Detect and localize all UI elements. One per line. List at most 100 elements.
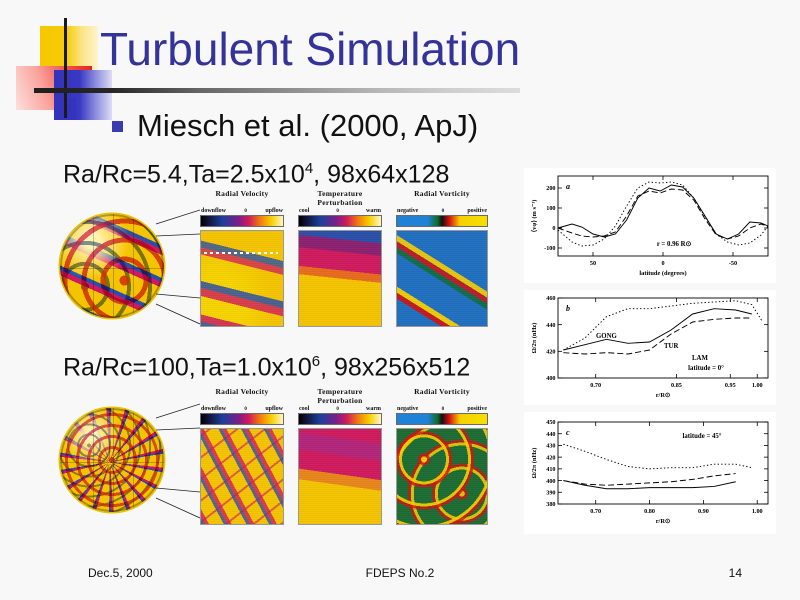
sphere-swirl-case1 bbox=[60, 214, 164, 318]
colorbar-labels: downflow 0 upflow bbox=[200, 406, 284, 412]
colorbar-mid-label: 0 bbox=[441, 209, 445, 214]
figure-row-case1: Radial Velocity downflow 0 upflow Temper… bbox=[58, 189, 490, 340]
case1-caption-tail: , 98x64x128 bbox=[313, 160, 450, 189]
bullet-text: Miesch et al. (2000, ApJ) bbox=[137, 108, 479, 143]
map-image bbox=[298, 428, 382, 525]
svg-text:r/R⊙: r/R⊙ bbox=[656, 518, 671, 525]
map-noise-overlay bbox=[397, 429, 487, 524]
plot-panel-a: 50 0 -50 -100 0 100 200 a latitude (degrees) ⟨vφ⟩… bbox=[524, 168, 776, 283]
connector-lines-case2 bbox=[155, 403, 200, 519]
case1-caption: Ra/Rc=5.4,Ta=2.5x104, 98x64x128 bbox=[63, 160, 449, 189]
map-noise-overlay bbox=[201, 429, 283, 524]
colorbar-high-label: upflow bbox=[265, 406, 283, 412]
svg-text:TUR: TUR bbox=[664, 343, 678, 350]
svg-text:-100: -100 bbox=[544, 245, 555, 252]
svg-text:440: 440 bbox=[546, 431, 555, 438]
case1-caption-exponent: 4 bbox=[304, 160, 314, 177]
colorbar-mid-label: 0 bbox=[336, 407, 339, 412]
svg-text:50: 50 bbox=[590, 260, 596, 267]
colorbar-low-label: negative bbox=[397, 208, 419, 214]
svg-text:420: 420 bbox=[546, 349, 555, 356]
colorbar bbox=[396, 413, 488, 425]
svg-text:1.00: 1.00 bbox=[752, 508, 763, 515]
svg-text:460: 460 bbox=[546, 295, 555, 302]
panel-title-line1: Temperature bbox=[317, 387, 363, 396]
colorbar-low-label: cool bbox=[299, 208, 310, 214]
svg-text:latitude (degrees): latitude (degrees) bbox=[639, 270, 686, 277]
panel-radial-vorticity-case1: Radial Vorticity negative 0 positive bbox=[396, 189, 488, 327]
svg-text:b: b bbox=[566, 304, 570, 313]
svg-text:LAM: LAM bbox=[692, 355, 708, 362]
case2-caption: Ra/Rc=100,Ta=1.0x106, 98x256x512 bbox=[63, 353, 470, 382]
panel-title: Temperature Perturbation bbox=[298, 189, 382, 208]
svg-text:0.95: 0.95 bbox=[725, 382, 736, 389]
panel-title: Radial Velocity bbox=[215, 387, 269, 396]
panel-radial-velocity-case1: Radial Velocity downflow 0 upflow bbox=[200, 189, 284, 327]
map-image bbox=[396, 230, 488, 327]
svg-text:400: 400 bbox=[546, 478, 555, 485]
panel-radial-velocity-case2: Radial Velocity downflow 0 upflow bbox=[200, 387, 284, 525]
colorbar-labels: negative 0 positive bbox=[396, 406, 488, 412]
svg-text:400: 400 bbox=[546, 375, 555, 382]
svg-text:Ω/2π (nHz): Ω/2π (nHz) bbox=[531, 323, 538, 354]
sphere-case1 bbox=[58, 212, 166, 324]
svg-text:390: 390 bbox=[546, 489, 555, 496]
colorbar bbox=[200, 413, 284, 425]
svg-text:410: 410 bbox=[546, 466, 555, 473]
panel-radial-vorticity-case2: Radial Vorticity negative 0 positive bbox=[396, 387, 488, 525]
svg-text:420: 420 bbox=[546, 454, 555, 461]
page-title: Turbulent Simulation bbox=[100, 23, 521, 75]
svg-text:r/R⊙: r/R⊙ bbox=[656, 392, 671, 399]
colorbar-mid-label: 0 bbox=[441, 407, 445, 412]
colorbar-mid-label: 0 bbox=[244, 407, 247, 412]
colorbar-high-label: warm bbox=[366, 406, 381, 412]
svg-text:r = 0.96 R⊙: r = 0.96 R⊙ bbox=[657, 241, 692, 248]
panel-temperature-case2: Temperature Perturbation cool 0 warm bbox=[298, 387, 382, 525]
map-image bbox=[200, 428, 284, 525]
colorbar-low-label: cool bbox=[299, 406, 310, 412]
panel-title: Radial Velocity bbox=[215, 189, 269, 198]
svg-text:0.70: 0.70 bbox=[590, 508, 601, 515]
map-image bbox=[200, 230, 284, 327]
map-noise-overlay bbox=[299, 231, 381, 326]
svg-text:430: 430 bbox=[546, 443, 555, 450]
svg-text:450: 450 bbox=[546, 419, 555, 426]
sphere-grid-case1 bbox=[60, 214, 164, 318]
title-underline-rule bbox=[34, 88, 520, 93]
svg-text:-50: -50 bbox=[729, 260, 737, 267]
sphere-limb-case1 bbox=[60, 214, 164, 318]
colorbar-labels: cool 0 warm bbox=[298, 406, 382, 412]
panel-title-line2: Perturbation bbox=[317, 395, 363, 405]
panel-temperature-case1: Temperature Perturbation cool 0 warm bbox=[298, 189, 382, 327]
colorbar-mid-label: 0 bbox=[336, 209, 339, 214]
svg-text:GONG: GONG bbox=[596, 333, 617, 340]
svg-text:latitude = 45°: latitude = 45° bbox=[682, 433, 721, 440]
svg-text:440: 440 bbox=[546, 322, 555, 329]
connector-lines-case1 bbox=[155, 209, 200, 325]
svg-text:0.90: 0.90 bbox=[698, 508, 709, 515]
sphere-grid-case2 bbox=[60, 408, 164, 512]
panel-group-case1: Radial Velocity downflow 0 upflow Temper… bbox=[200, 189, 490, 340]
case2-caption-main: Ra/Rc=100,Ta=1.0x10 bbox=[63, 353, 312, 382]
square-bullet-icon bbox=[112, 120, 123, 132]
colorbar-mid-label: 0 bbox=[244, 209, 247, 214]
figure-row-case2: Radial Velocity downflow 0 upflow Temper… bbox=[58, 387, 488, 533]
sphere-swirl-case2 bbox=[60, 408, 164, 512]
plot-b-svg: 0.70 0.85 0.95 1.00 400 420 440 460 b r/R⊙ Ω/2π (n… bbox=[531, 295, 769, 399]
svg-text:0.80: 0.80 bbox=[644, 508, 655, 515]
panel-title: Temperature Perturbation bbox=[298, 387, 382, 406]
panel-title-line1: Temperature bbox=[317, 189, 363, 198]
logo-vertical-bar bbox=[64, 18, 67, 118]
map-noise-overlay bbox=[299, 429, 381, 524]
colorbar-labels: negative 0 positive bbox=[396, 208, 488, 214]
sphere-render-case1 bbox=[60, 214, 164, 318]
panel-title: Radial Vorticity bbox=[414, 189, 470, 198]
panel-title: Radial Vorticity bbox=[414, 387, 470, 396]
svg-text:0: 0 bbox=[552, 225, 555, 232]
decorative-logo bbox=[14, 18, 112, 120]
plot-panel-b: 0.70 0.85 0.95 1.00 400 420 440 460 b r/R⊙ Ω/2π (n… bbox=[524, 290, 776, 405]
map-noise-overlay bbox=[397, 231, 487, 326]
svg-text:c: c bbox=[566, 428, 570, 437]
footer-center-text: FDEPS No.2 bbox=[365, 566, 435, 580]
panel-title-line2: Perturbation bbox=[317, 197, 363, 207]
